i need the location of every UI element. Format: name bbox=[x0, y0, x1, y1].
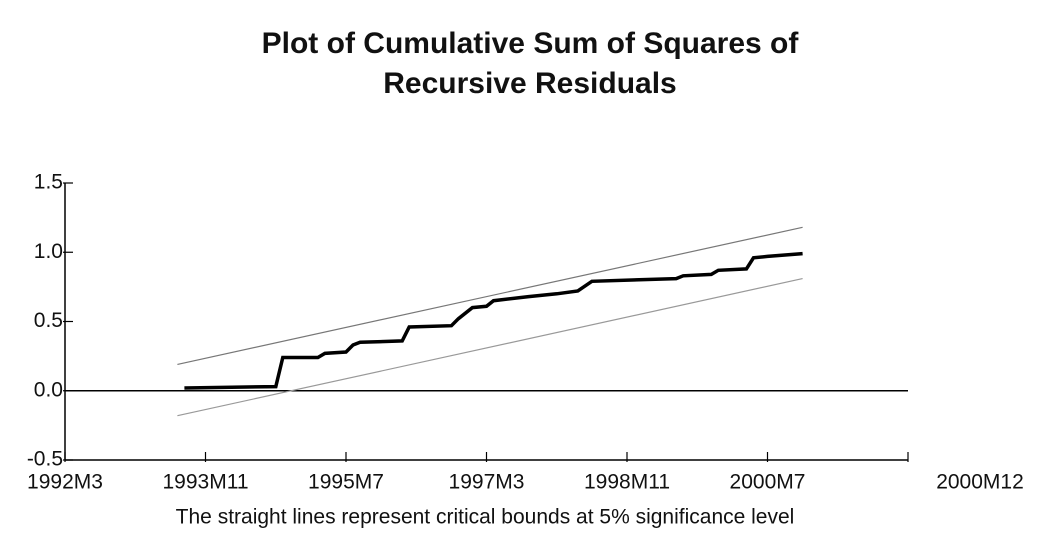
x-tick-label: 2000M7 bbox=[730, 471, 806, 494]
bound-line bbox=[177, 226, 803, 365]
chart-title: Plot of Cumulative Sum of Squares of bbox=[262, 27, 800, 60]
chart-title: Recursive Residuals bbox=[383, 67, 676, 100]
cusum-line bbox=[184, 251, 803, 390]
x-tick-label: 1995M7 bbox=[308, 471, 384, 494]
x-tick-label: 1998M11 bbox=[584, 471, 670, 494]
y-tick-label: 0.0 bbox=[34, 378, 63, 401]
y-tick-label: -0.5 bbox=[27, 448, 63, 471]
caption: The straight lines represent critical bo… bbox=[176, 506, 795, 529]
y-tick-label: 0.5 bbox=[34, 309, 63, 332]
x-tick-label: 2000M12 bbox=[936, 471, 1024, 494]
x-tick-label: 1997M3 bbox=[449, 471, 525, 494]
x-tick-label: 1992M3 bbox=[27, 471, 103, 494]
y-tick-label: 1.5 bbox=[34, 171, 63, 194]
x-tick-label: 1993M11 bbox=[162, 471, 248, 494]
y-tick-label: 1.0 bbox=[34, 240, 63, 263]
bound-line bbox=[177, 278, 803, 417]
